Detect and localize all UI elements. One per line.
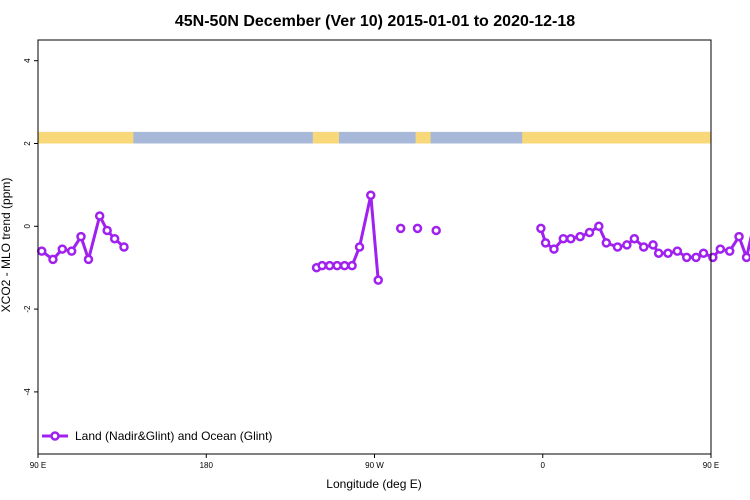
data-point [734, 231, 744, 242]
data-point [584, 227, 595, 238]
data-point [558, 233, 569, 244]
legend-label: Land (Nadir&Glint) and Ocean (Glint) [75, 429, 272, 443]
y-axis: 4 2 0 -2 -4 [23, 58, 38, 396]
data-point [339, 260, 350, 271]
chart-title: 45N-50N December (Ver 10) 2015-01-01 to … [175, 13, 575, 30]
data-point [540, 238, 551, 248]
data-point [724, 246, 735, 256]
data-point [629, 233, 640, 244]
y-tick-label: 4 [23, 58, 32, 63]
legend-marker-swatch [50, 431, 60, 441]
data-point [653, 248, 664, 258]
data-point [575, 231, 585, 242]
x-tick-label: 0 [541, 461, 546, 470]
data-point [102, 225, 112, 236]
data-point [536, 223, 546, 234]
y-tick-label: 0 [23, 224, 32, 229]
x-axis: 90 E 180 90 W 0 90 E [30, 454, 719, 470]
y-tick-label: 2 [23, 141, 32, 146]
data-point [638, 242, 649, 252]
data-point [412, 223, 423, 234]
y-tick-label: -4 [23, 388, 32, 396]
data-point [332, 260, 342, 271]
data-point [549, 244, 559, 254]
data-point [317, 260, 327, 271]
land-band [38, 131, 134, 144]
land-band [415, 131, 431, 144]
data-point [66, 246, 77, 256]
data-point [347, 260, 357, 271]
data-point [373, 275, 383, 285]
x-axis-label: Longitude (deg E) [326, 477, 421, 491]
land-band [312, 131, 339, 144]
data-point [741, 252, 750, 263]
data-point [612, 242, 623, 252]
x-tick-label: 90 E [30, 461, 46, 470]
data-point [76, 231, 86, 242]
ocean-band [38, 131, 711, 144]
data-point [94, 211, 105, 221]
data-point [681, 252, 692, 263]
series-layer [36, 190, 750, 285]
data-point [622, 240, 632, 250]
data-point [431, 225, 441, 236]
legend: Land (Nadir&Glint) and Ocean (Glint) [42, 429, 272, 443]
data-point [715, 244, 726, 254]
data-point [36, 246, 47, 256]
data-point [57, 244, 68, 254]
x-tick-label: 90 E [703, 461, 719, 470]
data-point [672, 246, 683, 256]
data-point [601, 238, 612, 248]
data-point [109, 233, 120, 244]
x-tick-label: 90 W [365, 461, 384, 470]
data-point [691, 252, 701, 263]
data-point [48, 254, 58, 265]
x-tick-label: 180 [200, 461, 214, 470]
land-band [522, 131, 711, 144]
data-point [566, 233, 576, 244]
data-point [354, 242, 365, 252]
data-point [324, 260, 335, 271]
y-tick-label: -2 [23, 305, 32, 313]
data-point [708, 252, 718, 263]
series-line [40, 214, 125, 261]
data-point [663, 248, 673, 258]
land-ocean-strip [38, 131, 711, 144]
y-axis-label: XCO2 - MLO trend (ppm) [0, 178, 13, 313]
data-point [698, 248, 709, 258]
data-point [366, 190, 376, 200]
data-point [83, 254, 94, 265]
data-point [594, 221, 604, 232]
data-point [648, 240, 658, 250]
data-point [395, 223, 406, 234]
data-point [119, 242, 129, 252]
